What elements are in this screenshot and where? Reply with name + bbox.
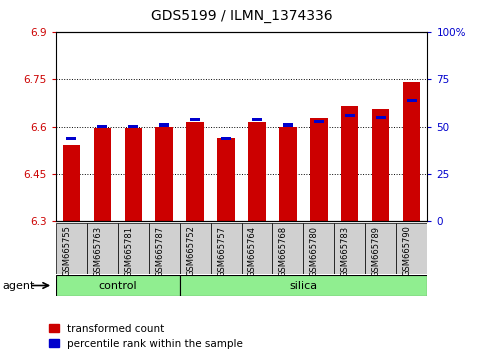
Bar: [280, 127, 297, 221]
Text: control: control: [98, 280, 137, 291]
Bar: [221, 137, 231, 140]
Text: silica: silica: [289, 280, 317, 291]
FancyBboxPatch shape: [86, 223, 117, 274]
Text: GSM665781: GSM665781: [124, 225, 133, 276]
Text: GSM665768: GSM665768: [279, 225, 288, 277]
Bar: [217, 138, 235, 221]
Bar: [252, 118, 262, 121]
FancyBboxPatch shape: [272, 223, 303, 274]
Bar: [125, 128, 142, 221]
Text: GSM665764: GSM665764: [248, 225, 257, 276]
Text: GSM665780: GSM665780: [310, 225, 319, 276]
FancyBboxPatch shape: [117, 223, 149, 274]
FancyBboxPatch shape: [397, 223, 427, 274]
Legend: transformed count, percentile rank within the sample: transformed count, percentile rank withi…: [49, 324, 243, 349]
FancyBboxPatch shape: [180, 223, 211, 274]
Text: GSM665763: GSM665763: [93, 225, 102, 277]
FancyBboxPatch shape: [211, 223, 242, 274]
Bar: [62, 145, 80, 221]
Bar: [376, 116, 385, 119]
Text: GSM665757: GSM665757: [217, 225, 226, 276]
Bar: [284, 124, 293, 127]
Bar: [159, 124, 169, 127]
Bar: [66, 137, 76, 140]
FancyBboxPatch shape: [56, 223, 86, 274]
Bar: [311, 118, 327, 221]
FancyBboxPatch shape: [366, 223, 397, 274]
FancyBboxPatch shape: [180, 275, 427, 296]
Bar: [94, 128, 111, 221]
FancyBboxPatch shape: [242, 223, 272, 274]
Bar: [341, 106, 358, 221]
FancyBboxPatch shape: [56, 275, 180, 296]
Bar: [403, 82, 421, 221]
Text: GSM665755: GSM665755: [62, 225, 71, 276]
Text: GSM665787: GSM665787: [155, 225, 164, 277]
Text: GDS5199 / ILMN_1374336: GDS5199 / ILMN_1374336: [151, 9, 332, 23]
Bar: [345, 114, 355, 117]
Text: GSM665790: GSM665790: [403, 225, 412, 276]
Bar: [98, 125, 107, 129]
Text: GSM665752: GSM665752: [186, 225, 195, 276]
Bar: [128, 125, 138, 129]
Bar: [372, 109, 389, 221]
Bar: [156, 127, 172, 221]
FancyBboxPatch shape: [334, 223, 366, 274]
Text: agent: agent: [2, 280, 35, 291]
Bar: [407, 99, 417, 102]
FancyBboxPatch shape: [149, 223, 180, 274]
Bar: [190, 118, 199, 121]
Bar: [248, 122, 266, 221]
Text: GSM665783: GSM665783: [341, 225, 350, 277]
Text: GSM665789: GSM665789: [372, 225, 381, 276]
Bar: [314, 120, 324, 123]
Bar: [186, 122, 203, 221]
FancyBboxPatch shape: [303, 223, 334, 274]
